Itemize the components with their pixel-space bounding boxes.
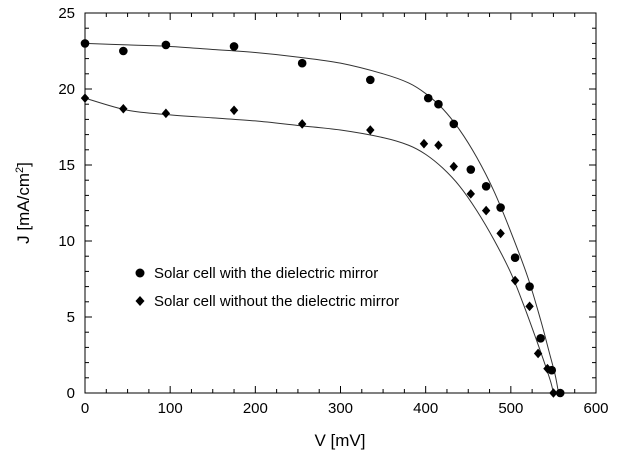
data-point-diamond xyxy=(297,119,307,129)
x-tick-label: 400 xyxy=(413,400,438,417)
y-tick-label: 10 xyxy=(58,233,75,250)
data-point-diamond xyxy=(449,161,458,172)
x-tick-label: 300 xyxy=(328,400,353,417)
data-point-diamond xyxy=(549,388,558,398)
data-point-circle xyxy=(466,165,476,174)
data-point-diamond xyxy=(366,125,375,135)
x-tick-label: 500 xyxy=(498,400,523,417)
x-tick-label: 200 xyxy=(243,400,268,417)
legend-marker-circle xyxy=(135,268,145,278)
data-point-diamond xyxy=(161,108,171,119)
tick-labels: 0 100 200 300 400 500 600 0 5 10 15 20 25 xyxy=(58,5,608,417)
data-point-diamond xyxy=(481,205,491,216)
x-axis-title: V [mV] xyxy=(314,431,365,450)
fit-curve-series-1 xyxy=(84,97,554,394)
data-point-circle xyxy=(297,58,307,68)
data-point-circle xyxy=(161,40,171,50)
data-point-circle xyxy=(229,42,239,51)
y-axis-title: J [mA/cm2] xyxy=(14,162,33,244)
y-axis-title-superscript: 2 xyxy=(14,167,26,173)
x-tick-label: 600 xyxy=(583,400,608,417)
data-point-circle xyxy=(449,119,459,129)
data-point-circle xyxy=(481,181,491,191)
data-point-diamond xyxy=(525,301,534,312)
legend-marker-diamond xyxy=(135,296,145,306)
data-point-circle xyxy=(119,46,128,56)
y-axis-title-close: ] xyxy=(14,162,33,167)
data-point-circle xyxy=(510,253,520,263)
data-points xyxy=(80,39,565,398)
data-point-circle xyxy=(496,203,505,212)
data-point-circle xyxy=(536,333,545,343)
data-point-diamond xyxy=(496,228,505,239)
fit-curve-series-0 xyxy=(84,42,560,394)
y-tick-label: 15 xyxy=(58,157,75,174)
data-point-diamond xyxy=(119,103,128,114)
data-point-circle xyxy=(80,39,90,48)
fit-curves xyxy=(84,42,560,394)
data-point-circle xyxy=(366,75,375,85)
data-point-diamond xyxy=(543,363,552,374)
data-point-diamond xyxy=(80,93,90,103)
x-tick-label: 100 xyxy=(158,400,183,417)
y-tick-label: 0 xyxy=(67,385,75,402)
data-point-diamond xyxy=(434,140,443,151)
data-point-circle xyxy=(525,282,534,291)
y-tick-label: 20 xyxy=(58,81,75,98)
data-point-diamond xyxy=(466,189,476,199)
data-point-circle xyxy=(434,99,443,109)
axis-ticks xyxy=(84,12,597,394)
y-tick-label: 25 xyxy=(58,5,75,22)
y-tick-label: 5 xyxy=(67,309,75,326)
legend-label-with-mirror: Solar cell with the dielectric mirror xyxy=(154,265,378,282)
data-point-diamond xyxy=(510,275,520,286)
data-point-diamond xyxy=(419,138,429,149)
plot-frame xyxy=(84,12,597,394)
legend: Solar cell with the dielectric mirror So… xyxy=(135,265,399,310)
data-point-diamond xyxy=(229,105,239,116)
data-point-circle xyxy=(423,93,433,103)
data-point-diamond xyxy=(533,348,543,359)
legend-label-without-mirror: Solar cell without the dielectric mirror xyxy=(154,293,399,310)
y-axis-title-main: J [mA/cm xyxy=(14,173,33,244)
x-tick-label: 0 xyxy=(81,400,89,417)
data-point-circle xyxy=(555,388,565,398)
